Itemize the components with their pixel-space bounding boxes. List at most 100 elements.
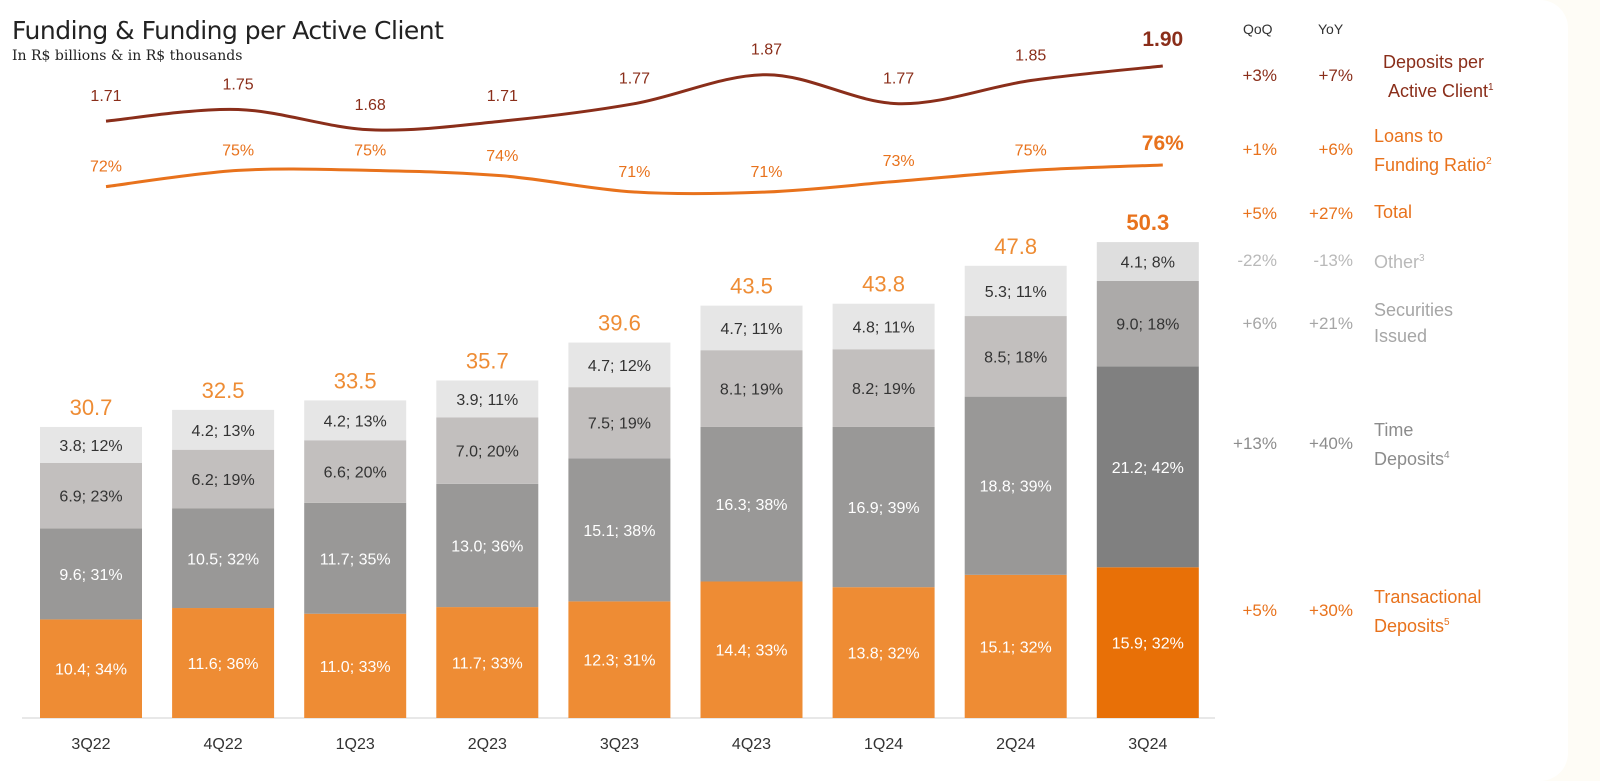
- series-label-line2: Deposits4: [1374, 443, 1450, 472]
- bar-label: 3.8; 12%: [59, 438, 122, 455]
- bar-label: 16.9; 39%: [848, 500, 920, 517]
- bar-4: [40, 426, 142, 463]
- yoy-value: +27%: [1309, 204, 1353, 223]
- footnote-marker: 3: [1419, 253, 1425, 264]
- total-label: 47.8: [994, 234, 1037, 259]
- bar-2: [40, 528, 142, 620]
- x-tick-label: 3Q23: [600, 736, 639, 753]
- series-label-line2: Active Client1: [1374, 75, 1494, 104]
- bar-2: [568, 458, 671, 602]
- x-tick-label: 4Q22: [204, 736, 243, 753]
- footnote-marker: 1: [1488, 82, 1494, 93]
- series-label-total: Total: [1374, 199, 1412, 225]
- bar-label: 10.4; 34%: [55, 662, 127, 679]
- bar-1: [172, 608, 275, 718]
- bar-3: [832, 349, 935, 427]
- bar-label: 7.5; 19%: [588, 416, 651, 433]
- bar-label: 4.8; 11%: [853, 319, 915, 336]
- footnote-marker: 2: [1486, 156, 1492, 167]
- loans-to-funding-label: 71%: [750, 164, 782, 181]
- loans-to-funding-label: 72%: [90, 159, 122, 176]
- bar-label: 14.4; 33%: [715, 643, 787, 660]
- loans-to-funding-label: 75%: [222, 142, 254, 159]
- series-label-ltf: Loans to Funding Ratio2: [1374, 123, 1492, 178]
- bar-label: 11.6; 36%: [188, 656, 259, 673]
- chart-subtitle: In R$ billions & in R$ thousands: [12, 48, 243, 64]
- total-label: 39.6: [598, 311, 641, 336]
- deposits-per-client-label: 1.71: [487, 88, 518, 105]
- deposits-per-client-label: 1.71: [90, 88, 121, 105]
- funding-chart: 10.4; 34% 9.6; 31% 6.9; 23% 3.8; 12% 30.7 3Q2…: [22, 28, 1215, 753]
- bar-label: 11.0; 33%: [320, 659, 391, 676]
- bar-label: 15.1; 32%: [980, 639, 1052, 656]
- x-tick-label: 2Q23: [468, 736, 507, 753]
- total-label: 43.5: [730, 274, 773, 299]
- yoy-value: +40%: [1309, 434, 1353, 453]
- bar-4: [964, 265, 1067, 317]
- bar-3: [304, 440, 407, 503]
- bar-label: 10.5; 32%: [187, 551, 259, 568]
- series-label-line2: Deposits5: [1374, 610, 1481, 639]
- bar-label: 15.1; 38%: [583, 523, 655, 540]
- bar-label: 3.9; 11%: [456, 392, 518, 409]
- yoy-value: -13%: [1313, 251, 1353, 270]
- loans-to-funding-label: 75%: [1015, 142, 1047, 159]
- series-label-securities: Securities Issued: [1374, 297, 1453, 349]
- total-label: 32.5: [202, 378, 245, 403]
- series-label-line1: Total: [1374, 202, 1413, 222]
- yoy-value: +21%: [1309, 314, 1353, 333]
- bar-1: [1096, 567, 1199, 718]
- bar-label: 8.2; 19%: [852, 381, 915, 398]
- bar-label: 8.5; 18%: [984, 349, 1047, 366]
- bar-3: [1096, 280, 1199, 367]
- series-label-line1: Other3: [1374, 252, 1425, 272]
- bar-label: 4.7; 12%: [588, 358, 651, 375]
- bar-2: [832, 426, 935, 588]
- series-label-line2-text: Active Client: [1388, 81, 1489, 101]
- total-label: 30.7: [70, 395, 113, 420]
- bar-1: [40, 619, 142, 718]
- bar-label: 11.7; 33%: [452, 656, 523, 673]
- bar-label: 4.1; 8%: [1121, 255, 1175, 272]
- total-label: 50.3: [1126, 210, 1169, 235]
- total-label: 43.8: [862, 272, 905, 297]
- bar-3: [568, 387, 671, 459]
- bar-4: [436, 380, 539, 418]
- series-label-line1: Loans to: [1374, 126, 1444, 146]
- series-label-line1: Securities: [1374, 300, 1454, 320]
- loans-to-funding-label: 75%: [354, 142, 386, 159]
- series-label-line2-text: Deposits: [1374, 449, 1445, 469]
- bar-4: [1096, 242, 1199, 281]
- x-tick-label: 4Q23: [732, 736, 771, 753]
- bar-4: [172, 409, 275, 450]
- x-tick-label: 3Q24: [1128, 736, 1167, 753]
- bar-1: [700, 581, 803, 718]
- bar-label: 15.9; 32%: [1112, 636, 1184, 653]
- series-label-line1: Time: [1374, 420, 1414, 440]
- bar-3: [964, 316, 1067, 397]
- bar-4: [700, 305, 803, 351]
- bar-3: [172, 449, 275, 509]
- bar-4: [568, 342, 671, 388]
- bar-2: [1096, 366, 1199, 568]
- bar-label: 9.0; 18%: [1116, 317, 1179, 334]
- series-label-line2-text: Deposits: [1374, 616, 1445, 636]
- deposits-per-client-label: 1.90: [1142, 28, 1183, 51]
- series-label-line2: Funding Ratio2: [1374, 149, 1492, 178]
- deposits-per-client-label: 1.85: [1015, 48, 1046, 65]
- bar-2: [436, 483, 539, 608]
- series-label-deposits_per_client: Deposits per Active Client1: [1374, 49, 1494, 104]
- loans-to-funding-label: 71%: [618, 164, 650, 181]
- bar-label: 16.3; 38%: [715, 497, 787, 514]
- bar-label: 5.3; 11%: [985, 284, 1047, 301]
- bar-label: 6.9; 23%: [59, 489, 122, 506]
- qoq-value: +13%: [1233, 434, 1277, 453]
- bar-label: 21.2; 42%: [1112, 460, 1184, 477]
- bar-label: 11.7; 35%: [320, 551, 391, 568]
- loans-to-funding-label: 73%: [883, 153, 915, 170]
- series-label-line2: Issued: [1374, 323, 1453, 349]
- loans-to-funding-label: 76%: [1142, 132, 1184, 155]
- bar-2: [172, 508, 275, 609]
- qoq-value: +1%: [1242, 140, 1278, 159]
- bar-label: 13.8; 32%: [848, 646, 920, 663]
